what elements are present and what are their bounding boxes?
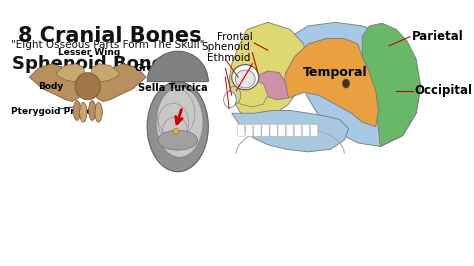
Circle shape	[173, 128, 179, 134]
Ellipse shape	[95, 102, 102, 122]
Text: Greater Wing: Greater Wing	[136, 64, 204, 73]
Text: Lesser Wing: Lesser Wing	[58, 48, 120, 56]
FancyBboxPatch shape	[310, 124, 318, 136]
Polygon shape	[290, 22, 421, 147]
FancyBboxPatch shape	[262, 124, 269, 136]
Text: Occipital: Occipital	[414, 84, 473, 97]
Text: Sella Turcica: Sella Turcica	[138, 82, 208, 93]
Ellipse shape	[80, 102, 87, 122]
FancyBboxPatch shape	[237, 124, 245, 136]
Polygon shape	[94, 64, 146, 102]
FancyBboxPatch shape	[286, 124, 293, 136]
Text: Parietal: Parietal	[412, 30, 464, 43]
FancyBboxPatch shape	[246, 124, 253, 136]
Polygon shape	[56, 64, 85, 82]
Polygon shape	[283, 39, 378, 127]
FancyBboxPatch shape	[278, 124, 285, 136]
Text: Temporal: Temporal	[303, 66, 367, 79]
FancyBboxPatch shape	[270, 124, 277, 136]
FancyBboxPatch shape	[302, 124, 310, 136]
Ellipse shape	[224, 92, 236, 108]
FancyBboxPatch shape	[294, 124, 301, 136]
Ellipse shape	[147, 82, 209, 172]
Ellipse shape	[73, 101, 81, 120]
Text: "Eight Osseous Parts Form The Skull": "Eight Osseous Parts Form The Skull"	[11, 40, 205, 50]
Ellipse shape	[158, 130, 198, 150]
Ellipse shape	[342, 79, 350, 88]
FancyBboxPatch shape	[254, 124, 261, 136]
Polygon shape	[254, 71, 289, 100]
Polygon shape	[362, 23, 421, 147]
Ellipse shape	[75, 73, 100, 100]
Ellipse shape	[156, 87, 203, 157]
Text: Sphenoid: Sphenoid	[202, 42, 251, 52]
Polygon shape	[91, 64, 119, 82]
Text: Frontal: Frontal	[217, 32, 253, 42]
Ellipse shape	[236, 70, 255, 88]
Polygon shape	[229, 22, 306, 119]
Text: Pterygoid Process: Pterygoid Process	[11, 107, 103, 116]
Wedge shape	[147, 51, 209, 82]
Polygon shape	[29, 64, 82, 102]
Text: 8 Cranial Bones: 8 Cranial Bones	[18, 26, 202, 46]
Text: Body: Body	[38, 82, 64, 91]
Ellipse shape	[228, 86, 241, 104]
Text: Sphenoid Bone: Sphenoid Bone	[12, 55, 164, 73]
Polygon shape	[235, 80, 268, 107]
Ellipse shape	[89, 101, 96, 120]
Text: Ethmoid: Ethmoid	[207, 53, 251, 63]
Polygon shape	[232, 110, 349, 152]
Ellipse shape	[232, 65, 259, 90]
